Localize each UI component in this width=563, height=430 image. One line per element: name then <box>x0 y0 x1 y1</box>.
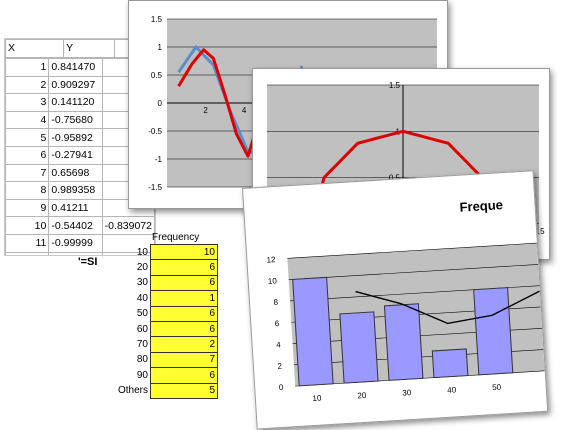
cell-x[interactable]: 6 <box>5 145 50 165</box>
bin-label: 20 <box>136 262 148 274</box>
bin-label: 80 <box>136 354 148 366</box>
y-tick-label: 6 <box>275 319 281 328</box>
bar <box>431 348 469 379</box>
frequency-count[interactable]: 6 <box>150 305 218 322</box>
y-tick-label: 1.5 <box>389 81 401 90</box>
x-tick-label: 2 <box>203 106 208 115</box>
frequency-chart[interactable]: Freque 12 10 8 6 4 2 0 10 20 30 40 50 <box>242 170 549 430</box>
cell-x[interactable]: 3 <box>5 93 50 112</box>
cell-x[interactable]: 2 <box>5 75 50 95</box>
y-tick-label: -0.5 <box>148 127 162 136</box>
y-tick-label: 4 <box>276 340 282 349</box>
gridline <box>287 242 537 259</box>
chart-title: Freque <box>459 197 503 215</box>
bin-label: 90 <box>136 369 148 381</box>
header-x[interactable]: X <box>5 39 65 58</box>
frequency-count[interactable]: 6 <box>150 274 218 292</box>
bin-label: Others <box>117 385 148 397</box>
frequency-row: 30 6 <box>110 274 218 292</box>
frequency-count[interactable]: 6 <box>150 367 218 384</box>
cell-y[interactable]: -0.99999 <box>48 233 103 253</box>
frequency-count[interactable]: 2 <box>150 336 218 353</box>
bin-label: 40 <box>136 292 148 304</box>
cell-y[interactable]: -0.5 <box>48 251 103 255</box>
y-tick-label: 1 <box>158 43 163 52</box>
bin-label: 50 <box>136 308 148 320</box>
red-curve <box>177 48 258 158</box>
header-y[interactable]: Y <box>63 39 116 58</box>
cell-x[interactable]: 12 <box>5 251 50 255</box>
cell-y[interactable]: 0.841470 <box>48 58 103 77</box>
cell-y[interactable]: 0.41211 <box>48 198 103 218</box>
table-row: 11 -0.99999 <box>5 233 155 253</box>
y-tick-label: 0 <box>279 383 285 392</box>
frequency-count[interactable]: 1 <box>150 290 218 307</box>
y-tick-label: -1 <box>155 155 163 164</box>
y-tick-label: 2 <box>277 362 283 371</box>
x-tick-label: 30 <box>402 388 412 398</box>
x-tick-label: 40 <box>447 385 457 395</box>
frequency-row: 80 7 <box>110 351 218 369</box>
y-tick-label: -1.5 <box>148 183 162 192</box>
frequency-table: 10 10 20 6 30 6 40 1 50 6 60 6 70 2 80 7 90 6 Others 5 <box>110 243 218 399</box>
cell-y[interactable]: 0.989358 <box>48 181 103 200</box>
cell-y[interactable]: 0.141120 <box>48 93 103 112</box>
cell-x[interactable]: 10 <box>5 216 50 235</box>
formula-text: '=SI <box>78 256 98 268</box>
bin-label: 60 <box>136 323 148 335</box>
bar <box>473 287 514 376</box>
x-tick-label: 1.5 <box>533 227 545 236</box>
cell-z[interactable]: -0.839072 <box>101 216 155 235</box>
cell-x[interactable]: 5 <box>5 128 50 147</box>
bin-label: 10 <box>136 246 148 258</box>
bin-label: 70 <box>136 339 148 351</box>
frequency-row: 60 6 <box>110 320 218 338</box>
cell-x[interactable]: 4 <box>5 110 50 130</box>
frequency-header: Frequency <box>152 232 200 243</box>
cell-x[interactable]: 11 <box>5 233 50 253</box>
cell-x[interactable]: 8 <box>5 181 50 200</box>
cell-x[interactable]: 9 <box>5 198 50 218</box>
y-tick-label: 0.5 <box>151 71 163 80</box>
gridline <box>288 264 539 280</box>
bar <box>292 276 334 387</box>
frequency-count[interactable]: 6 <box>150 320 218 338</box>
x-tick-label: 50 <box>492 383 502 393</box>
cell-y[interactable]: 0.65698 <box>48 163 103 183</box>
cell-y[interactable]: -0.54402 <box>48 216 103 235</box>
y-tick-label: 1.5 <box>151 15 163 24</box>
cell-y[interactable]: -0.95892 <box>48 128 103 147</box>
table-row: 2 0.909297 <box>5 75 155 95</box>
cell-y[interactable]: -0.75680 <box>48 110 103 130</box>
table-row: 10 -0.54402 -0.839072 <box>5 216 155 235</box>
frequency-row: 70 2 <box>110 336 218 353</box>
cell-y[interactable]: -0.27941 <box>48 145 103 165</box>
y-tick-label: 12 <box>266 255 276 265</box>
y-tick-label: 10 <box>268 276 278 286</box>
frequency-count[interactable]: 6 <box>150 259 218 276</box>
frequency-row: 10 10 <box>110 243 218 261</box>
frequency-count[interactable]: 7 <box>150 351 218 369</box>
frequency-row: 50 6 <box>110 305 218 322</box>
y-tick-label: 0 <box>158 99 163 108</box>
frequency-count[interactable]: 5 <box>150 382 218 399</box>
frequency-row: 90 6 <box>110 367 218 384</box>
cell-y[interactable]: 0.909297 <box>48 75 103 95</box>
frequency-row: Others 5 <box>110 382 218 399</box>
cumulative-line <box>355 290 541 325</box>
bin-label: 30 <box>136 277 148 289</box>
x-tick-label: 20 <box>357 391 367 401</box>
x-tick-label: 10 <box>312 394 322 404</box>
frequency-count[interactable]: 10 <box>150 243 218 261</box>
frequency-row: 20 6 <box>110 259 218 276</box>
bar <box>383 303 424 381</box>
y-tick-label: 8 <box>273 298 279 307</box>
cell-x[interactable]: 7 <box>5 163 50 183</box>
cell-x[interactable]: 1 <box>5 58 50 77</box>
x-tick-label: 4 <box>242 106 247 115</box>
frequency-row: 40 1 <box>110 290 218 307</box>
bar <box>339 311 379 384</box>
